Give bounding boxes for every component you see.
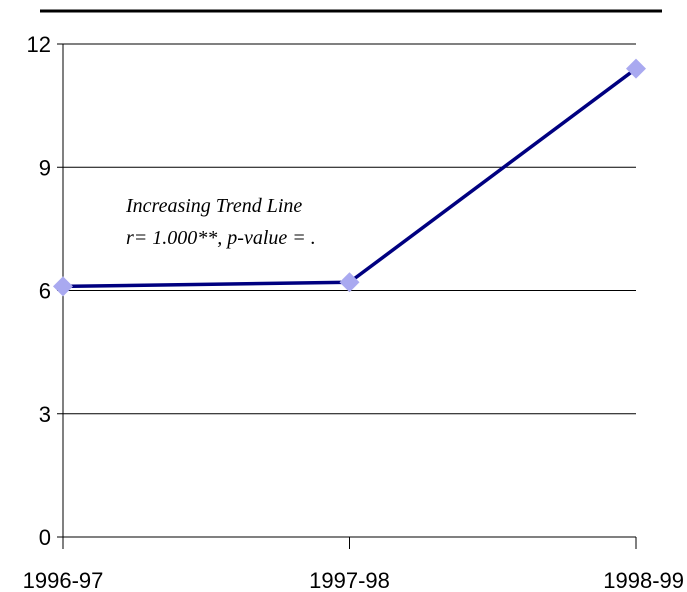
series-layer (53, 58, 646, 297)
x-tick-label-1997-98: 1997-98 (309, 568, 390, 592)
data-point-1997-98 (339, 272, 360, 293)
series-line (62, 67, 638, 289)
x-tick-label-1996-97: 1996-97 (23, 568, 104, 592)
y-tick-label-9: 9 (39, 155, 51, 180)
y-tick-label-3: 3 (39, 402, 51, 427)
annotation-line-2: r= 1.000**, p-value = . (126, 227, 316, 249)
y-tick-label-0: 0 (39, 525, 51, 550)
y-tick-label-6: 6 (39, 279, 51, 304)
x-tick-label-1998-99: 1998-99 (603, 568, 684, 592)
data-point-1996-97 (53, 276, 73, 297)
annotation: Increasing Trend Line r= 1.000**, p-valu… (125, 195, 316, 249)
x-tick-labels: 1996-97 1997-98 1998-99 (23, 537, 684, 592)
data-point-1998-99 (626, 58, 646, 79)
y-tick-label-12: 12 (27, 32, 51, 57)
y-tick-labels: 0 3 6 9 12 (27, 32, 63, 550)
annotation-line-1: Increasing Trend Line (125, 195, 302, 217)
